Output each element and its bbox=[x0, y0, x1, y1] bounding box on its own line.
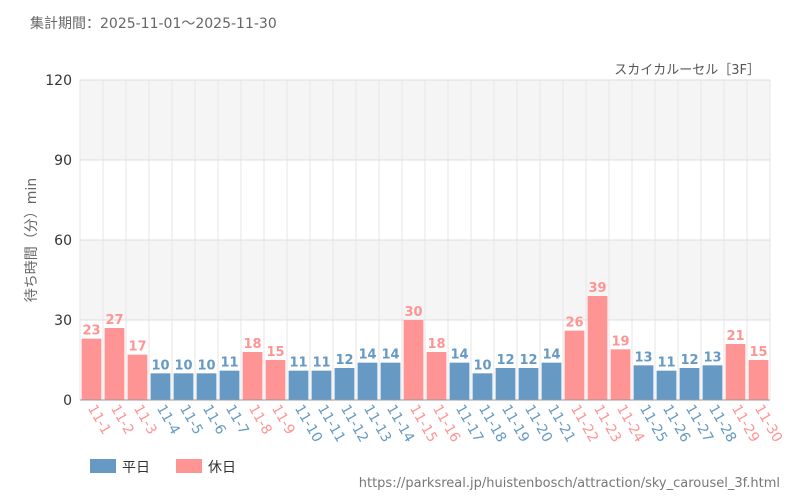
bar bbox=[403, 320, 424, 400]
bar bbox=[311, 370, 332, 400]
x-tick-label: 11-9 bbox=[268, 402, 298, 438]
bar bbox=[81, 338, 102, 400]
bar bbox=[242, 352, 263, 400]
value-label: 13 bbox=[634, 350, 652, 365]
value-label: 26 bbox=[565, 316, 583, 331]
bar bbox=[219, 370, 240, 400]
bar bbox=[702, 365, 723, 400]
source-url: https://parksreal.jp/huistenbosch/attrac… bbox=[359, 476, 780, 491]
bar bbox=[104, 328, 125, 400]
bar bbox=[380, 362, 401, 400]
bar bbox=[564, 330, 585, 400]
bar bbox=[357, 362, 378, 400]
value-label: 10 bbox=[197, 358, 215, 373]
value-label: 17 bbox=[128, 340, 146, 355]
value-label: 12 bbox=[519, 353, 537, 368]
bar bbox=[127, 354, 148, 400]
y-tick-label: 30 bbox=[54, 313, 72, 329]
value-label: 11 bbox=[657, 356, 675, 371]
bar bbox=[748, 360, 769, 400]
chart-title: 集計期間：2025-11-01～2025-11-30 bbox=[30, 15, 277, 32]
legend-label: 休日 bbox=[208, 460, 236, 476]
value-label: 23 bbox=[82, 324, 100, 339]
bar bbox=[495, 368, 516, 400]
x-tick-label: 11-2 bbox=[107, 402, 137, 438]
value-label: 18 bbox=[427, 337, 445, 352]
value-label: 39 bbox=[588, 281, 606, 296]
x-tick-label: 11-3 bbox=[130, 402, 160, 438]
bar bbox=[679, 368, 700, 400]
x-tick-label: 11-7 bbox=[222, 402, 252, 438]
x-tick-label: 11-6 bbox=[199, 402, 229, 438]
value-label: 11 bbox=[289, 356, 307, 371]
y-tick-label: 60 bbox=[54, 233, 72, 249]
value-label: 30 bbox=[404, 305, 422, 320]
chart-subtitle: スカイカルーセル［3F］ bbox=[614, 63, 760, 78]
bar bbox=[518, 368, 539, 400]
bar bbox=[334, 368, 355, 400]
value-label: 11 bbox=[220, 356, 238, 371]
value-label: 15 bbox=[749, 345, 767, 360]
legend-swatch bbox=[176, 459, 202, 473]
bar bbox=[288, 370, 309, 400]
value-label: 14 bbox=[381, 348, 399, 363]
value-label: 10 bbox=[473, 358, 491, 373]
bar bbox=[426, 352, 447, 400]
value-label: 10 bbox=[151, 358, 169, 373]
value-label: 12 bbox=[335, 353, 353, 368]
x-tick-label: 11-1 bbox=[84, 402, 114, 438]
value-label: 14 bbox=[358, 348, 376, 363]
value-label: 14 bbox=[542, 348, 560, 363]
legend-label: 平日 bbox=[122, 460, 150, 476]
y-tick-label: 120 bbox=[45, 73, 72, 89]
y-axis-label: 待ち時間（分）min bbox=[24, 178, 40, 302]
value-label: 13 bbox=[703, 350, 721, 365]
value-label: 12 bbox=[680, 353, 698, 368]
bar bbox=[150, 373, 171, 400]
x-tick-label: 11-4 bbox=[153, 402, 183, 438]
x-tick-label: 11-5 bbox=[176, 402, 206, 438]
value-label: 19 bbox=[611, 334, 629, 349]
value-label: 18 bbox=[243, 337, 261, 352]
x-tick-label: 11-8 bbox=[245, 402, 275, 438]
y-tick-label: 0 bbox=[63, 393, 72, 409]
value-label: 21 bbox=[726, 329, 744, 344]
value-label: 15 bbox=[266, 345, 284, 360]
value-label: 11 bbox=[312, 356, 330, 371]
bar bbox=[656, 370, 677, 400]
bar bbox=[265, 360, 286, 400]
bar bbox=[610, 349, 631, 400]
bar bbox=[541, 362, 562, 400]
bar bbox=[587, 296, 608, 400]
bar bbox=[196, 373, 217, 400]
value-label: 10 bbox=[174, 358, 192, 373]
bar bbox=[633, 365, 654, 400]
bar bbox=[725, 344, 746, 400]
value-label: 12 bbox=[496, 353, 514, 368]
value-label: 27 bbox=[105, 313, 123, 328]
legend-swatch bbox=[90, 459, 116, 473]
value-label: 14 bbox=[450, 348, 468, 363]
bar bbox=[449, 362, 470, 400]
bar bbox=[472, 373, 493, 400]
bar bbox=[173, 373, 194, 400]
y-tick-label: 90 bbox=[54, 153, 72, 169]
